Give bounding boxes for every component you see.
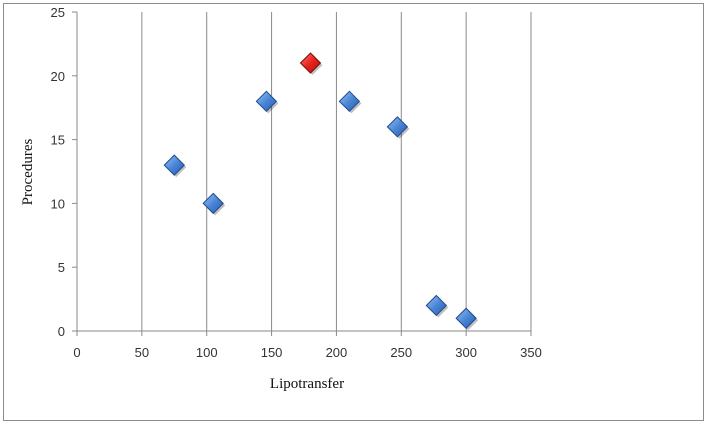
y-tick-label: 15 xyxy=(51,133,65,148)
data-point xyxy=(163,154,185,176)
y-tick-label: 25 xyxy=(51,5,65,20)
y-tick-label: 20 xyxy=(51,69,65,84)
x-tick-label: 350 xyxy=(520,345,542,360)
x-tick-label: 200 xyxy=(326,345,348,360)
x-tick-label: 100 xyxy=(196,345,218,360)
y-tick-label: 0 xyxy=(58,324,65,339)
x-tick-label: 150 xyxy=(261,345,283,360)
data-point xyxy=(338,90,361,113)
y-axis-title: Procedures xyxy=(20,139,36,206)
y-tick-label: 10 xyxy=(51,196,65,211)
data-point xyxy=(425,294,448,317)
data-point xyxy=(202,192,224,215)
data-point xyxy=(255,90,278,113)
data-points xyxy=(163,52,479,331)
x-tick-label: 300 xyxy=(455,345,477,360)
x-tick-label: 50 xyxy=(135,345,149,360)
gridlines xyxy=(141,12,532,331)
data-point xyxy=(455,307,477,329)
x-tick-label: 250 xyxy=(390,345,412,360)
x-axis-title: Lipotransfer xyxy=(270,376,344,392)
highlighted-data-point xyxy=(299,52,322,74)
axes xyxy=(72,11,532,336)
x-tick-label: 0 xyxy=(73,345,80,360)
data-point xyxy=(386,116,409,138)
chart-frame xyxy=(3,3,704,421)
y-tick-label: 5 xyxy=(58,260,65,275)
